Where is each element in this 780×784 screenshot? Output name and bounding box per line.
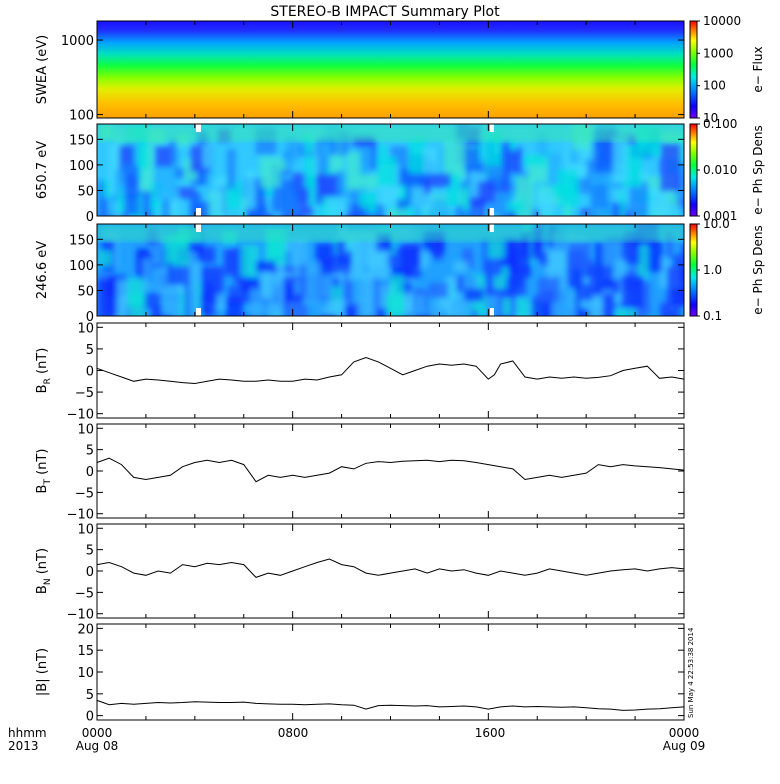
y-tick-label: 100	[69, 259, 94, 274]
data-gap	[196, 208, 201, 216]
time-tick-label: 0000	[82, 726, 113, 740]
plot-area	[97, 524, 684, 618]
plot-area	[97, 323, 684, 418]
y-axis-label: SWEA (eV)	[35, 35, 50, 104]
series-line	[96, 457, 685, 483]
time-tick-date: Aug 09	[663, 739, 706, 753]
panel-6: −10 −5 0 5 10 BN (nT)	[35, 522, 685, 623]
y-tick-label: 10	[77, 666, 94, 681]
y-tick-label: 150	[69, 133, 94, 148]
y-tick-label: 0	[86, 565, 94, 580]
colorbar	[689, 20, 698, 119]
series-line	[96, 558, 685, 578]
y-axis-label: 246.6 eV	[35, 241, 50, 299]
heatmap-image	[97, 224, 684, 316]
y-axis-label: 650.7 eV	[35, 141, 50, 199]
heatmap-image	[97, 124, 684, 216]
y-tick-label: 0	[86, 465, 94, 480]
y-tick-label: −10	[67, 608, 94, 623]
timestamp-stamp: Sun May 4 22:53:38 2014	[687, 627, 695, 718]
y-tick-label: 5	[86, 544, 94, 559]
colorbar-label: e− Flux	[751, 46, 765, 92]
data-gap	[490, 224, 494, 232]
time-tick-label: 0000	[669, 726, 700, 740]
time-axis-hhmm-label: hhmm	[8, 726, 47, 740]
y-tick-label: 0	[86, 310, 94, 325]
colorbar-tick-label: 1.0	[703, 263, 722, 277]
colorbar-tick-label: 0.100	[703, 117, 737, 131]
data-gap	[196, 308, 201, 316]
colorbar-label: e− Ph Sp Dens	[751, 225, 765, 314]
data-gap	[490, 124, 494, 132]
time-axis-labels: hhmm 2013 0000 Aug 08 0800 1600 0000 Aug…	[8, 726, 705, 753]
y-tick-label: −5	[75, 386, 94, 401]
y-tick-label: 1000	[61, 34, 94, 49]
y-tick-label: 15	[77, 644, 94, 659]
y-tick-label: 0	[86, 710, 94, 725]
colorbar-tick-label: 10	[703, 111, 718, 125]
y-tick-label: −10	[67, 408, 94, 423]
panel-1: 10 100 1000 10000 e− Flux 100 1000 SWEA (eV)	[35, 14, 765, 125]
y-tick-label: 10	[77, 422, 94, 437]
y-tick-label: 20	[77, 622, 94, 637]
y-tick-label: 100	[69, 159, 94, 174]
colorbar-tick-label: 1000	[703, 46, 734, 60]
panel-7: 0 5 10 15 20 |B| (nT)	[35, 622, 685, 725]
y-tick-label: 100	[69, 109, 94, 124]
y-tick-label: −5	[75, 586, 94, 601]
y-tick-label: 0	[86, 210, 94, 225]
y-tick-label: −10	[67, 508, 94, 523]
colorbar	[689, 123, 698, 217]
time-tick-date: Aug 08	[76, 739, 119, 753]
time-tick-label: 0800	[278, 726, 309, 740]
y-axis-label: BN (nT)	[35, 548, 53, 594]
time-tick-label: 1600	[475, 726, 506, 740]
time-axis-year-label: 2013	[8, 739, 39, 753]
colorbar-label: e− Ph Sp Dens	[751, 125, 765, 214]
y-tick-label: −5	[75, 486, 94, 501]
heatmap-image	[97, 21, 684, 118]
colorbar	[689, 223, 698, 317]
plot-title: STEREO-B IMPACT Summary Plot	[270, 4, 500, 20]
y-tick-label: 5	[86, 688, 94, 703]
y-tick-label: 150	[69, 233, 94, 248]
y-tick-label: 50	[77, 284, 94, 299]
panel-3: 0.1 1.0 10.0 e− Ph Sp Dens 0 50 100 150 246.6 eV	[35, 217, 765, 325]
y-axis-label: BR (nT)	[35, 348, 53, 394]
plot-area	[97, 624, 684, 720]
y-tick-label: 0	[86, 365, 94, 380]
y-axis-label: |B| (nT)	[35, 648, 50, 696]
data-gap	[490, 208, 494, 216]
data-gap	[196, 124, 201, 132]
panel-4: −10 −5 0 5 10 BR (nT)	[35, 321, 685, 423]
y-tick-label: 5	[86, 343, 94, 358]
colorbar-tick-label: 10000	[703, 14, 741, 28]
colorbar-tick-label: 0.1	[703, 309, 722, 323]
series-line	[96, 699, 685, 711]
series-line	[96, 356, 685, 385]
data-gap	[490, 308, 494, 316]
y-tick-label: 50	[77, 184, 94, 199]
colorbar-tick-label: 10.0	[703, 217, 730, 231]
colorbar-tick-label: 100	[703, 79, 726, 93]
y-tick-label: 10	[77, 321, 94, 336]
colorbar-tick-label: 0.001	[703, 209, 737, 223]
y-axis-label: BT (nT)	[35, 449, 53, 494]
data-gap	[196, 224, 201, 232]
y-tick-label: 5	[86, 444, 94, 459]
panel-2: 0.001 0.010 0.100 e− Ph Sp Dens 0 50 100 150 650…	[35, 117, 765, 225]
y-tick-label: 10	[77, 522, 94, 537]
panel-5: −10 −5 0 5 10 BT (nT)	[35, 422, 685, 523]
colorbar-tick-label: 0.010	[703, 163, 737, 177]
plot-area	[97, 424, 684, 518]
